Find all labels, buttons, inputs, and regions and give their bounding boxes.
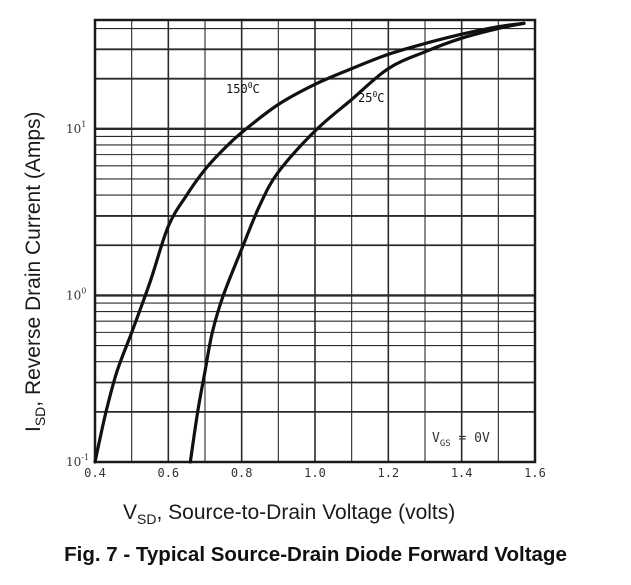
ticks: 0.4 0.6 0.8 1.0 1.2 1.4 1.6 101 100 10-1 [66, 120, 546, 480]
y-axis-label: ISD, Reverse Drain Current (Amps) [22, 111, 48, 432]
grid [95, 20, 535, 462]
x-tick-label: 0.6 [157, 466, 179, 480]
x-tick-label: 1.4 [451, 466, 473, 480]
label-150c: 1500C [226, 81, 260, 96]
y-tick-label: 101 [66, 120, 86, 136]
x-tick-label: 0.4 [84, 466, 106, 480]
x-tick-label: 1.0 [304, 466, 326, 480]
series-layer [93, 21, 526, 464]
label-25c: 250C [358, 90, 385, 105]
x-tick-label: 1.2 [377, 466, 399, 480]
y-tick-label: 100 [66, 286, 86, 302]
series-line-150c [93, 21, 526, 464]
vgs-annotation: VGS = 0V [432, 431, 490, 449]
figure-caption: Fig. 7 - Typical Source-Drain Diode Forw… [64, 543, 567, 566]
plot-frame [93, 18, 537, 464]
x-tick-label: 0.8 [231, 466, 253, 480]
y-tick-label: 10-1 [66, 453, 89, 469]
x-tick-label: 1.6 [524, 466, 546, 480]
series-line-25c [188, 21, 526, 464]
x-axis-label: VSD, Source-to-Drain Voltage (volts) [123, 501, 455, 527]
